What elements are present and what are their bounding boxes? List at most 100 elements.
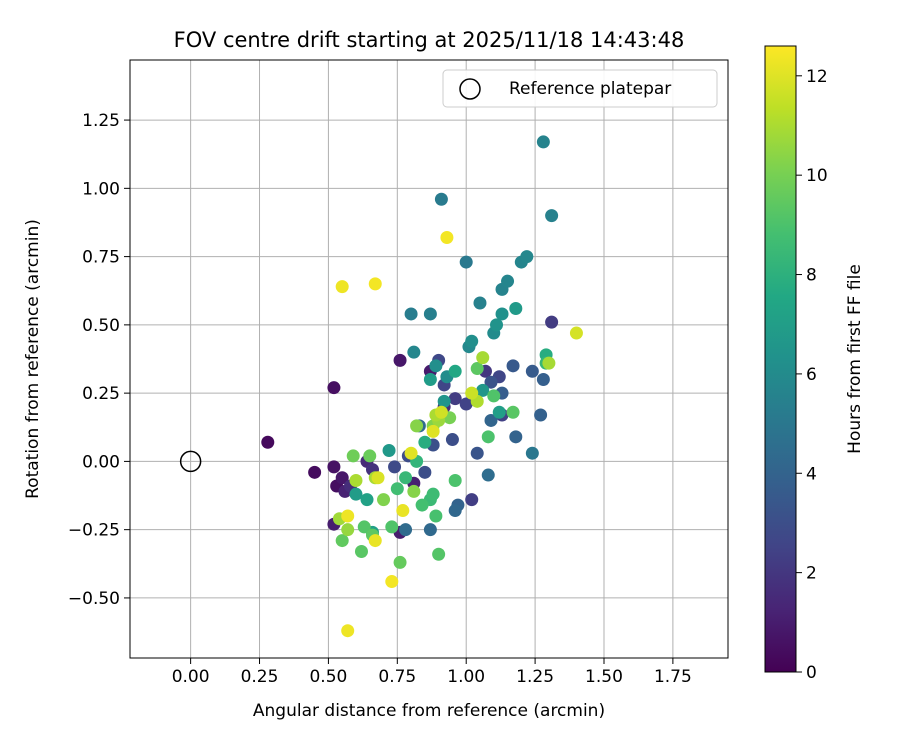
x-tick-label: 1.25 — [516, 667, 554, 687]
data-point — [341, 509, 355, 523]
data-point — [476, 351, 490, 365]
y-axis-label: Rotation from reference (arcmin) — [23, 219, 43, 499]
data-point — [542, 356, 556, 370]
data-point — [432, 547, 446, 561]
data-point — [465, 493, 479, 507]
data-point — [423, 523, 437, 537]
colorbar-tick-label: 6 — [806, 365, 817, 385]
data-point — [484, 375, 498, 389]
data-point — [525, 446, 539, 460]
data-point — [349, 474, 363, 488]
data-point — [393, 555, 407, 569]
data-point — [404, 307, 418, 321]
legend-circle-icon — [459, 78, 481, 100]
colorbar-tick-label: 4 — [806, 464, 817, 484]
reference-marker-group — [179, 450, 202, 473]
colorbar-tick-label: 8 — [806, 266, 817, 286]
data-point — [509, 430, 523, 444]
data-point — [490, 318, 504, 332]
data-point — [354, 545, 368, 559]
data-point — [481, 430, 495, 444]
data-point — [368, 277, 382, 291]
data-points — [261, 135, 583, 638]
data-point — [470, 446, 484, 460]
data-point — [536, 372, 550, 386]
x-tick-label: 1.75 — [654, 667, 692, 687]
data-point — [407, 345, 421, 359]
data-point — [418, 435, 432, 449]
legend: Reference platepar — [442, 69, 718, 108]
data-point — [327, 381, 341, 395]
legend-entry-reference: Reference platepar — [509, 79, 671, 99]
data-point — [346, 449, 360, 463]
data-point — [445, 433, 459, 447]
data-point — [357, 520, 371, 534]
data-point — [434, 405, 448, 419]
data-point — [545, 315, 559, 329]
data-point — [368, 534, 382, 548]
data-point — [509, 301, 523, 315]
data-point — [388, 460, 402, 474]
data-point — [382, 443, 396, 457]
colorbar-tick-label: 2 — [806, 564, 817, 584]
y-tick-label: 1.25 — [82, 111, 120, 131]
data-point — [349, 487, 363, 501]
data-point — [308, 465, 322, 479]
data-point — [335, 534, 349, 548]
data-point — [525, 364, 539, 378]
data-point — [448, 504, 462, 518]
y-tick-label: 0.50 — [82, 316, 120, 336]
data-point — [335, 280, 349, 294]
x-tick-label: 0.50 — [309, 667, 347, 687]
data-point — [396, 504, 410, 518]
x-tick-label: 0.00 — [172, 667, 210, 687]
data-point — [335, 471, 349, 485]
colorbar-label: Hours from first FF file — [845, 264, 865, 454]
data-point — [371, 471, 385, 485]
data-point — [520, 250, 534, 264]
data-point — [534, 408, 548, 422]
y-tick-label: −0.50 — [68, 589, 120, 609]
data-point — [459, 397, 473, 411]
x-axis-label: Angular distance from reference (arcmin) — [253, 701, 605, 721]
data-point — [476, 383, 490, 397]
data-point — [377, 493, 391, 507]
data-point — [481, 468, 495, 482]
plot-frame — [129, 59, 729, 659]
data-point — [501, 274, 515, 288]
data-point — [390, 482, 404, 496]
x-tick-label: 0.75 — [378, 667, 416, 687]
data-point — [423, 372, 437, 386]
data-point — [492, 405, 506, 419]
y-tick-label: 0.75 — [82, 248, 120, 268]
data-point — [360, 493, 374, 507]
data-point — [470, 362, 484, 376]
data-point — [569, 326, 583, 340]
x-axis-ticks: 0.00 0.25 0.50 0.75 1.00 1.25 1.50 1.75 — [172, 658, 692, 687]
data-point — [429, 509, 443, 523]
data-point — [426, 424, 440, 438]
x-tick-label: 1.50 — [585, 667, 623, 687]
y-tick-label: 0.25 — [82, 384, 120, 404]
data-point — [484, 413, 498, 427]
y-tick-label: 0.00 — [82, 452, 120, 472]
data-point — [426, 487, 440, 501]
colorbar-tick-label: 12 — [806, 67, 828, 87]
data-point — [423, 307, 437, 321]
data-point — [399, 471, 413, 485]
data-point — [327, 460, 341, 474]
colorbar-tick-label: 10 — [806, 166, 828, 186]
data-point — [429, 359, 443, 373]
data-point — [440, 230, 454, 244]
data-point — [385, 575, 399, 589]
data-point — [506, 405, 520, 419]
data-point — [393, 353, 407, 367]
chart-title: FOV centre drift starting at 2025/11/18 … — [174, 28, 685, 52]
data-point — [407, 484, 421, 498]
data-point — [341, 624, 355, 638]
data-point — [415, 498, 429, 512]
colorbar-ticks: 0 2 4 6 8 10 12 — [796, 67, 828, 683]
data-point — [473, 296, 487, 310]
data-point — [487, 389, 501, 403]
colorbar: 0 2 4 6 8 10 12 Hours from first FF file — [764, 45, 865, 683]
